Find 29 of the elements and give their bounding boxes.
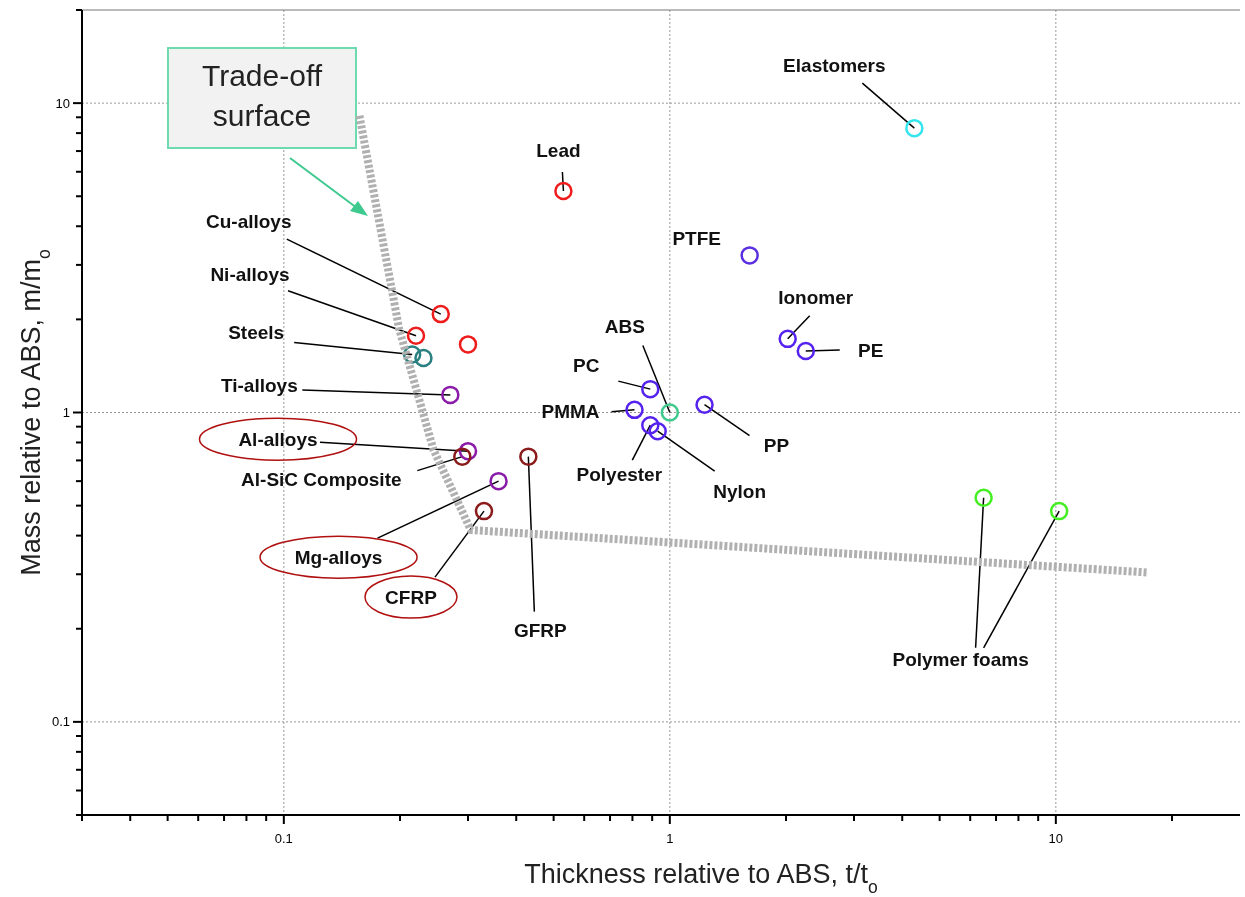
- annotation: PP: [763, 435, 790, 457]
- series-label: Trade-off surface: [201, 59, 323, 132]
- annotation: Al-SiC Composite: [241, 469, 402, 491]
- annotation: Elastomers: [783, 54, 886, 76]
- annotation: Mg-alloys: [294, 546, 383, 568]
- annotation: GFRP: [513, 620, 568, 642]
- annotation: CFRP: [385, 586, 438, 608]
- x-tick-label: 1: [666, 831, 674, 846]
- annotation: PC: [573, 354, 600, 376]
- annotation: ABS: [604, 316, 645, 338]
- annotation: Lead: [536, 139, 581, 161]
- annotation: Polyester: [576, 463, 663, 485]
- annotation: Polymer foams: [892, 649, 1029, 671]
- annotation: Ti-alloys: [220, 374, 298, 396]
- y-tick-label: 0.1: [51, 714, 70, 730]
- annotation: Cu-alloys: [205, 210, 292, 232]
- x-axis-title: Thickness relative to ABS, t/t$_{o}$: [524, 859, 878, 897]
- annotation: PMMA: [541, 401, 600, 423]
- x-tick-label: 0.1: [274, 831, 293, 846]
- annotation: Ni-alloys: [210, 264, 290, 286]
- annotation: Al-alloys: [238, 428, 318, 450]
- y-tick-label: 1: [62, 405, 70, 421]
- annotation: Nylon: [713, 480, 767, 502]
- annotation: PE: [858, 339, 884, 361]
- annotation: Ionomer: [778, 286, 854, 308]
- x-tick-label: 10: [1048, 831, 1064, 846]
- y-tick-label: 10: [55, 95, 70, 111]
- annotation: Steels: [228, 322, 285, 344]
- annotation: PTFE: [672, 228, 721, 250]
